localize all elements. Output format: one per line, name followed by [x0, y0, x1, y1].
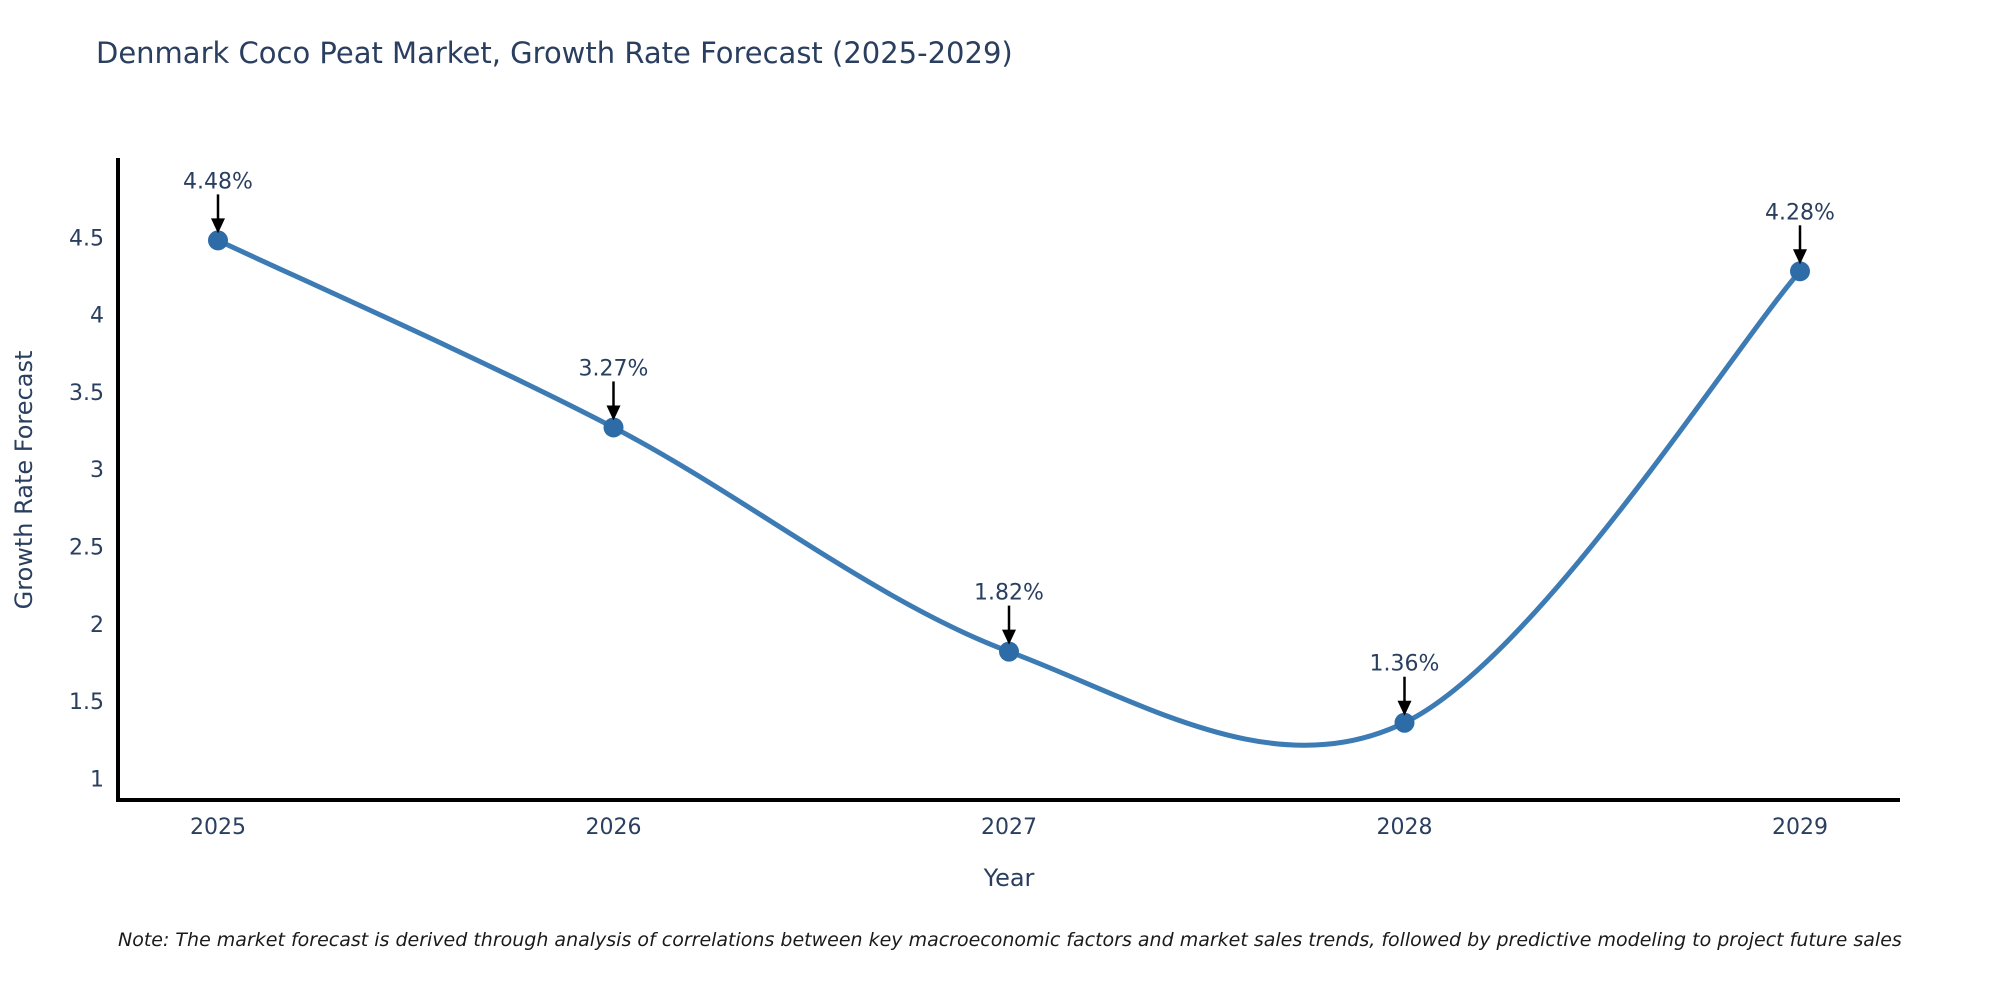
x-tick-label: 2028: [1377, 815, 1433, 840]
y-tick-label: 1: [90, 767, 104, 792]
annotation-arrow-head-icon: [1793, 249, 1807, 265]
annotation-arrow-head-icon: [211, 218, 225, 234]
y-tick-label: 3.5: [69, 381, 104, 406]
y-tick-label: 2: [90, 613, 104, 638]
x-axis-title: Year: [983, 864, 1035, 892]
y-tick-label: 1.5: [69, 690, 104, 715]
point-annotation-label: 4.48%: [183, 169, 253, 194]
point-annotation-label: 1.82%: [974, 581, 1044, 606]
y-axis-title: Growth Rate Forecast: [10, 351, 38, 610]
annotation-arrow-head-icon: [1002, 629, 1016, 645]
x-tick-label: 2027: [981, 815, 1037, 840]
point-annotation-label: 1.36%: [1370, 652, 1440, 677]
data-point-2027[interactable]: [999, 641, 1019, 662]
forecast-line: [215, 237, 1803, 748]
y-tick-label: 2.5: [69, 535, 104, 560]
y-tick-label: 4: [90, 304, 104, 329]
annotation-arrow-head-icon: [1397, 700, 1412, 716]
y-tick-label: 3: [90, 458, 104, 483]
x-tick-label: 2025: [190, 815, 246, 840]
chart-footnote: Note: The market forecast is derived thr…: [118, 929, 1902, 951]
data-point-2028[interactable]: [1394, 712, 1415, 733]
data-point-2029[interactable]: [1790, 261, 1810, 282]
data-point-2025[interactable]: [208, 230, 228, 251]
x-tick-label: 2026: [586, 815, 642, 840]
x-tick-label: 2029: [1772, 815, 1828, 840]
point-annotation-label: 3.27%: [579, 356, 649, 381]
data-point-2026[interactable]: [603, 417, 624, 438]
y-tick-label: 4.5: [69, 226, 104, 251]
annotation-arrow-head-icon: [606, 405, 621, 421]
chart-title: Denmark Coco Peat Market, Growth Rate Fo…: [96, 36, 1013, 70]
point-annotation-label: 4.28%: [1765, 200, 1835, 225]
